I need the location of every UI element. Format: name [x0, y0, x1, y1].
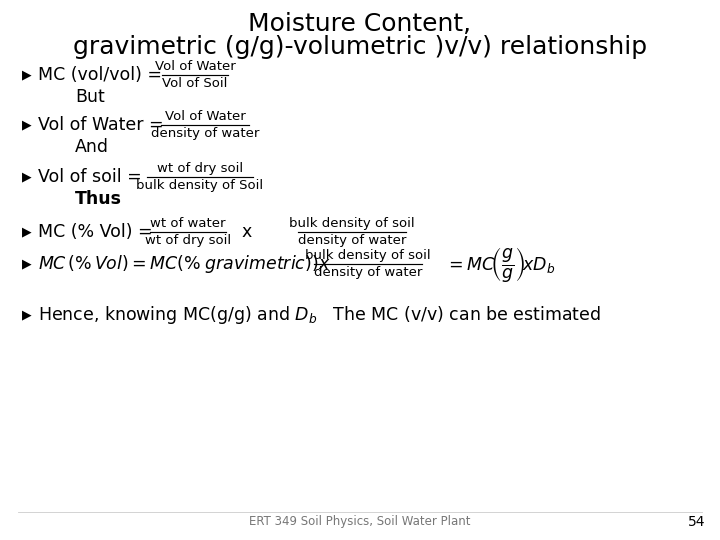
- Text: bulk density of Soil: bulk density of Soil: [136, 179, 264, 192]
- Text: wt of dry soil: wt of dry soil: [145, 234, 231, 247]
- Text: density of water: density of water: [298, 234, 406, 247]
- Text: $\mathit{MC\,(\%\,Vol) = MC(\%\;gravimetric))x}$: $\mathit{MC\,(\%\,Vol) = MC(\%\;gravimet…: [38, 253, 330, 275]
- Text: ▶: ▶: [22, 308, 32, 321]
- Text: And: And: [75, 138, 109, 156]
- Text: Thus: Thus: [75, 190, 122, 208]
- Text: ▶: ▶: [22, 69, 32, 82]
- Text: bulk density of soil: bulk density of soil: [289, 217, 415, 230]
- Text: 54: 54: [688, 515, 705, 529]
- Text: Vol of Water: Vol of Water: [155, 60, 235, 73]
- Text: Vol of Water =: Vol of Water =: [38, 116, 169, 134]
- Text: $= MC\!\left(\dfrac{g}{g}\right)\!xD_b$: $= MC\!\left(\dfrac{g}{g}\right)\!xD_b$: [445, 245, 556, 284]
- Text: ▶: ▶: [22, 226, 32, 239]
- Text: But: But: [75, 88, 104, 106]
- Text: ▶: ▶: [22, 258, 32, 271]
- Text: ERT 349 Soil Physics, Soil Water Plant: ERT 349 Soil Physics, Soil Water Plant: [249, 516, 471, 529]
- Text: bulk density of soil: bulk density of soil: [305, 249, 431, 262]
- Text: Moisture Content,: Moisture Content,: [248, 12, 472, 36]
- Text: x: x: [242, 223, 252, 241]
- Text: Vol of Water: Vol of Water: [165, 110, 246, 123]
- Text: Hence, knowing MC(g/g) and $D_b$   The MC (v/v) can be estimated: Hence, knowing MC(g/g) and $D_b$ The MC …: [38, 304, 600, 326]
- Text: Vol of Soil: Vol of Soil: [162, 77, 228, 90]
- Text: Vol of soil =: Vol of soil =: [38, 168, 148, 186]
- Text: ▶: ▶: [22, 171, 32, 184]
- Text: gravimetric (g/g)-volumetric )v/v) relationship: gravimetric (g/g)-volumetric )v/v) relat…: [73, 35, 647, 59]
- Text: wt of water: wt of water: [150, 217, 226, 230]
- Text: ▶: ▶: [22, 118, 32, 132]
- Text: MC (vol/vol) =: MC (vol/vol) =: [38, 66, 168, 84]
- Text: density of water: density of water: [150, 127, 259, 140]
- Text: density of water: density of water: [314, 266, 422, 279]
- Text: MC (% Vol) =: MC (% Vol) =: [38, 223, 158, 241]
- Text: wt of dry soil: wt of dry soil: [157, 162, 243, 175]
